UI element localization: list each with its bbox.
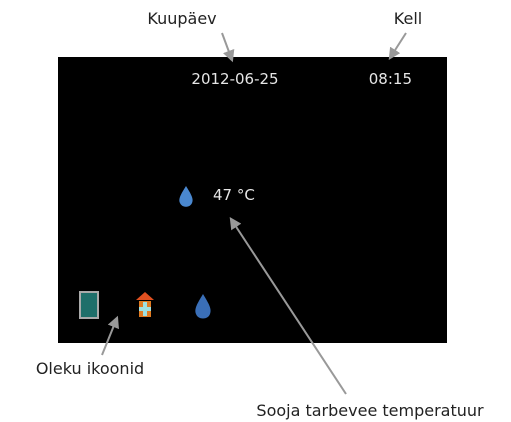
date: 2012-06-25 — [191, 70, 278, 88]
arrow — [221, 32, 235, 63]
hot-water-temperature: 47 °C — [213, 186, 255, 204]
status-icon-drop — [195, 294, 211, 319]
time: 08:15 — [369, 70, 412, 88]
callout-label: Sooja tarbevee temperatuur — [256, 401, 484, 420]
callout-label: Oleku ikoonid — [36, 359, 144, 378]
status-icon-square — [79, 291, 99, 319]
arrow — [229, 216, 347, 395]
status-icon-house — [136, 292, 154, 317]
arrow — [388, 32, 407, 61]
water-drop-icon — [179, 186, 193, 207]
callout-label: Kell — [394, 9, 422, 28]
arrow — [101, 315, 119, 356]
display-screen — [58, 57, 447, 343]
callout-label: Kuupäev — [147, 9, 216, 28]
